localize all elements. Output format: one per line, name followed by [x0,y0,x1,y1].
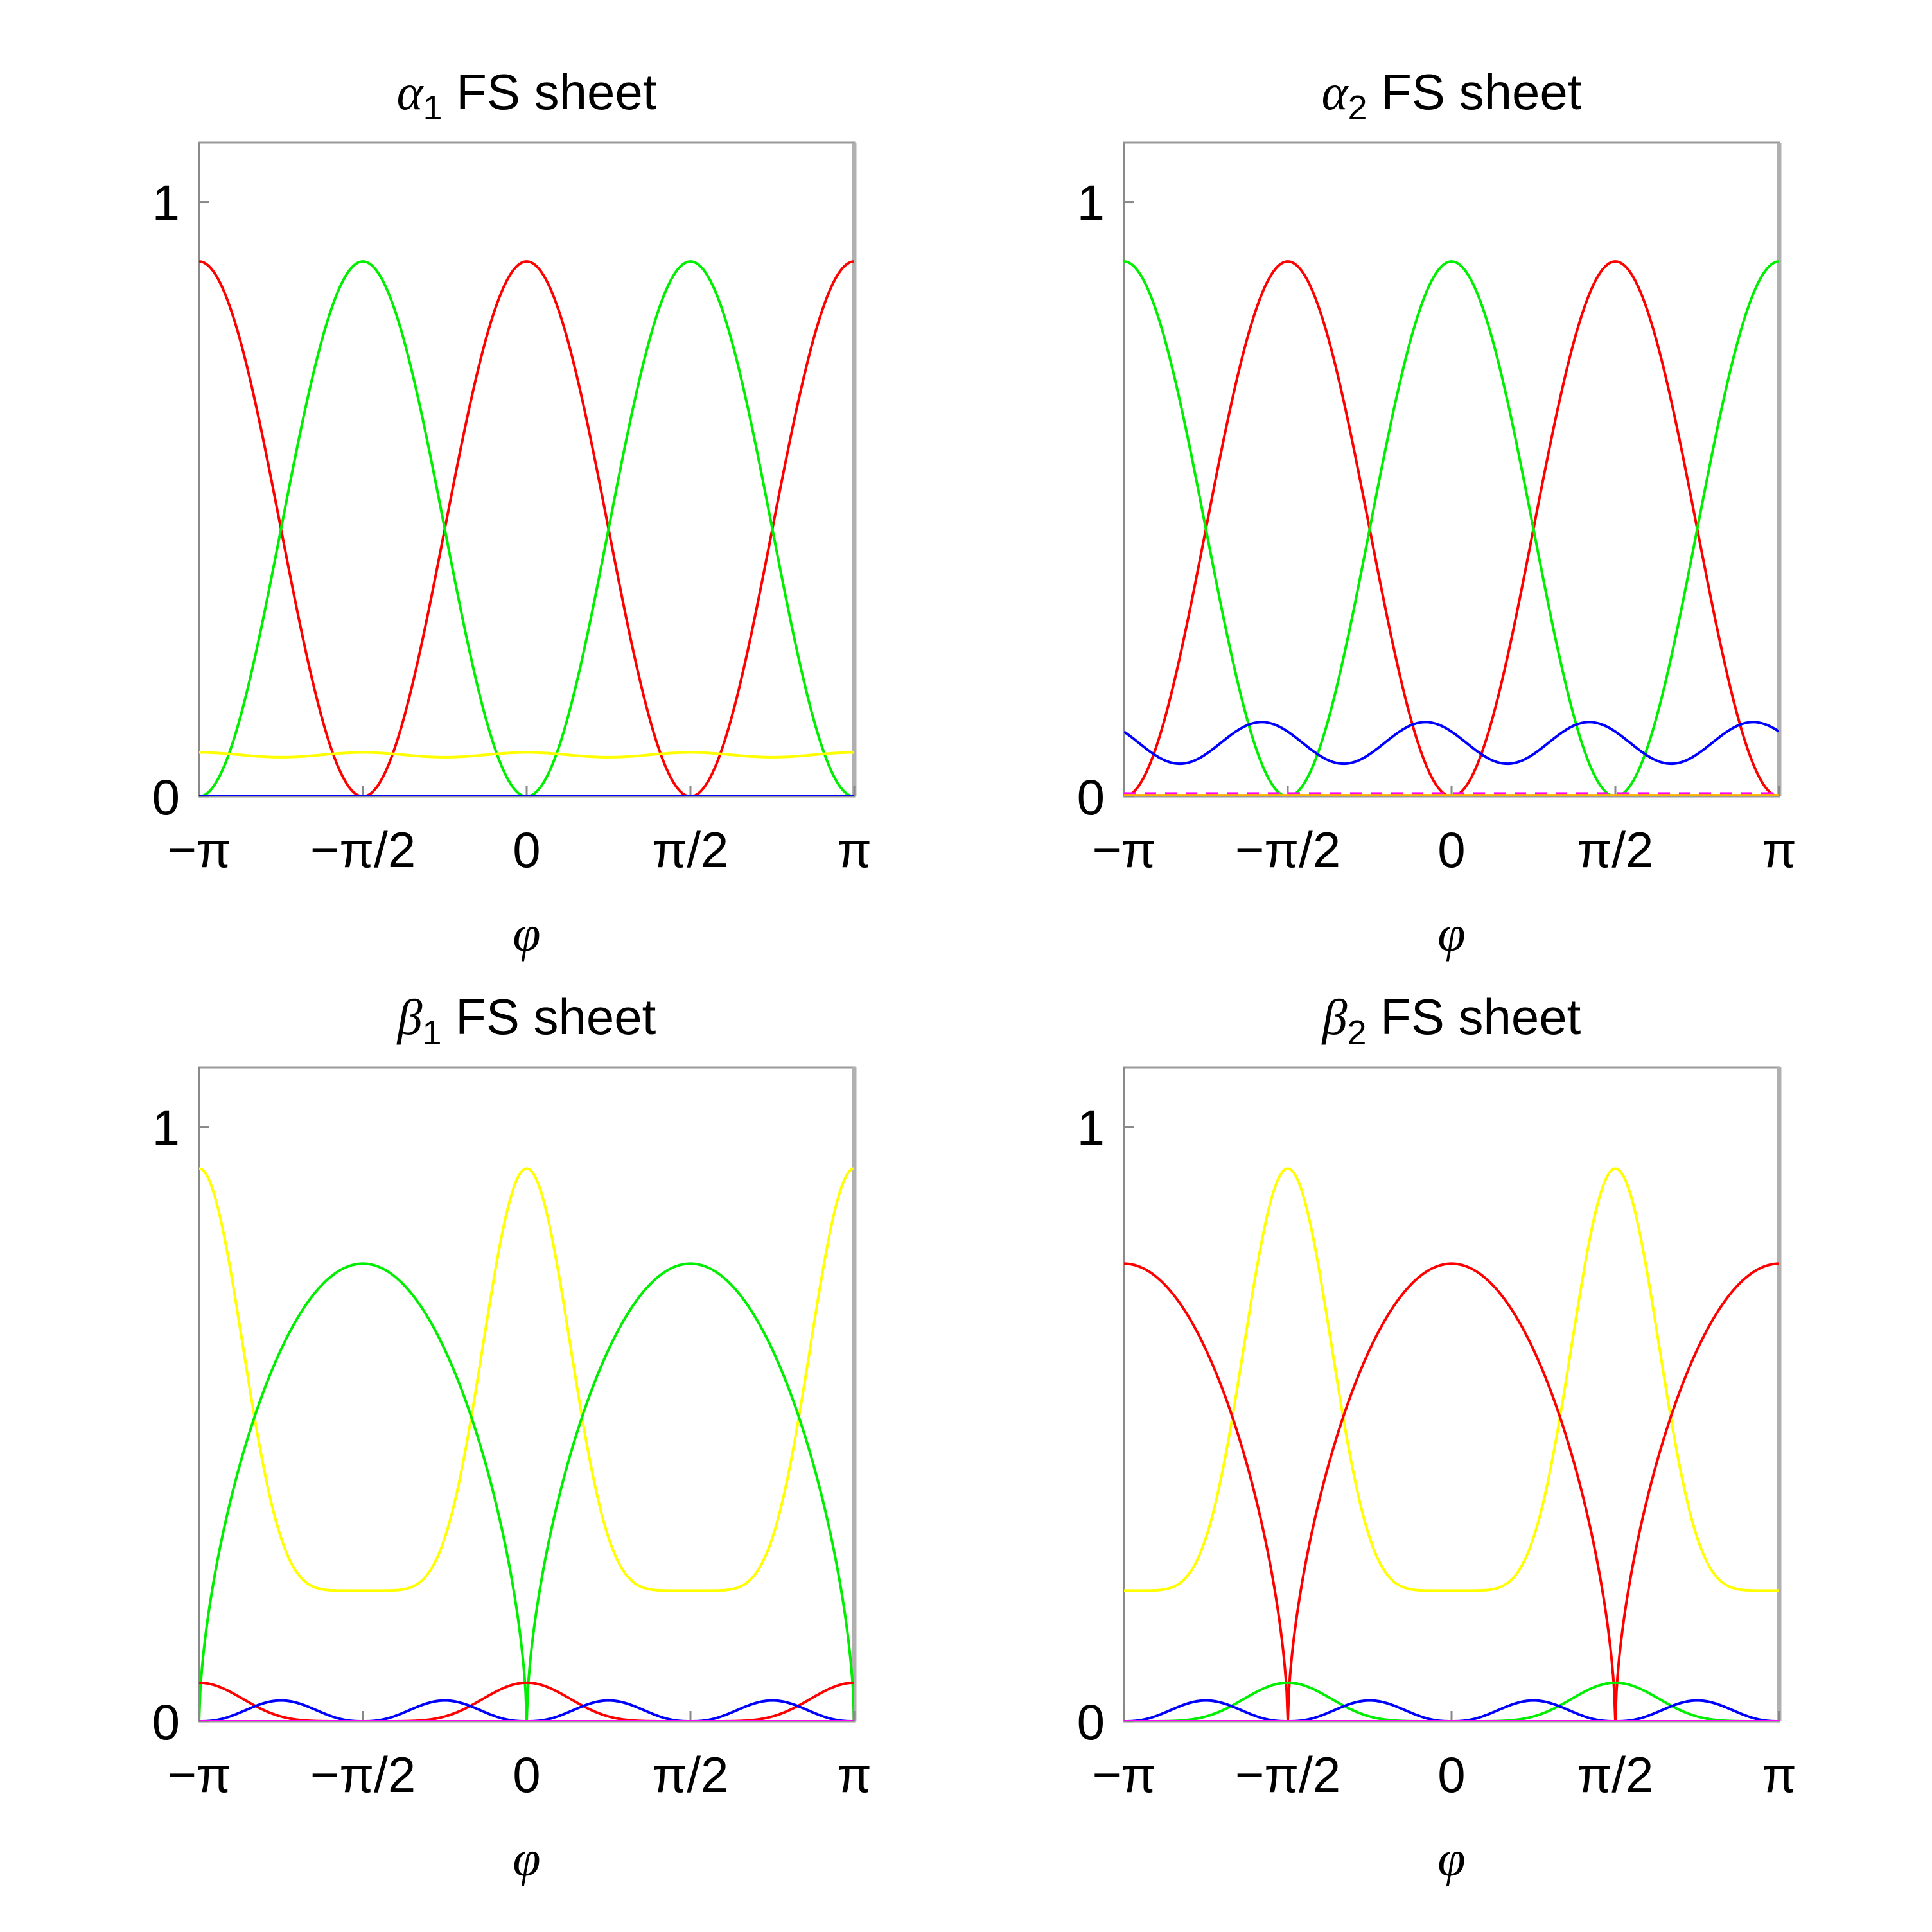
x-axis-label: φ [513,1831,540,1886]
x-tick-label: π/2 [1577,1746,1654,1803]
series-line-2 [199,260,854,796]
chart-panel-4: 0 1 −π −π/2 0 π/2 π φ β2 FS sheet [1077,988,1796,1886]
x-axis-label: φ [1437,1831,1465,1886]
panel-title: α1 FS sheet [397,64,657,127]
x-tick-label: π [837,1746,872,1803]
chart-panel-2: 0 1 −π −π/2 0 π/2 π φ α2 FS sheet [1077,64,1796,962]
x-tick-label: π [1762,1746,1796,1803]
x-tick-label: −π/2 [1235,1746,1340,1803]
panel-title: α2 FS sheet [1322,64,1582,127]
series-group [199,1167,854,1721]
x-tick-label: 0 [1437,1746,1465,1803]
x-tick-label: π/2 [653,1746,729,1803]
y-tick-label: 0 [152,1694,180,1750]
x-tick-label: −π/2 [310,821,416,878]
x-tick-label: −π/2 [310,1746,416,1803]
x-tick-label: π [1762,821,1796,878]
y-tick-label: 1 [152,1100,180,1156]
series-group [1124,260,1779,796]
x-tick-label: −π [1092,1746,1155,1803]
panel-title: β2 FS sheet [1321,988,1581,1052]
series-line-4 [1124,1699,1779,1721]
series-line-2 [199,1262,854,1721]
x-tick-label: π/2 [653,821,729,878]
x-tick-label: −π [1092,821,1155,878]
y-tick-label: 1 [152,175,180,231]
series-line-2 [1124,1262,1779,1721]
series-line-1 [199,1167,854,1592]
series-line-2 [1124,260,1779,796]
series-line-3 [1124,721,1779,766]
series-group [199,260,854,796]
chart-panel-1: 0 1 −π −π/2 0 π/2 π φ α1 FS sheet [152,64,872,962]
x-tick-label: −π/2 [1235,821,1340,878]
y-tick-label: 0 [1077,769,1105,825]
y-tick-label: 0 [152,769,180,825]
series-group [1124,1167,1779,1721]
series-line-3 [1124,1681,1779,1721]
panel-title: β1 FS sheet [396,988,656,1052]
x-axis-label: φ [1437,906,1465,962]
y-tick-label: 1 [1077,1100,1105,1156]
x-tick-label: −π [167,1746,231,1803]
x-tick-label: −π [167,821,231,878]
panels: 0 1 −π −π/2 0 π/2 π φ α1 FS sheet 0 1 −π −π/2 0 π/2 π φ α… [152,64,1796,1886]
series-line-3 [199,751,854,759]
y-tick-label: 0 [1077,1694,1105,1750]
x-tick-label: 0 [513,1746,540,1803]
y-tick-label: 1 [1077,175,1105,231]
x-tick-label: π [837,821,872,878]
series-line-1 [1124,1167,1779,1592]
x-axis-label: φ [513,906,540,962]
x-tick-label: 0 [513,821,540,878]
x-tick-label: 0 [1437,821,1465,878]
chart-panel-3: 0 1 −π −π/2 0 π/2 π φ β1 FS sheet [152,988,872,1886]
series-line-4 [199,1699,854,1721]
series-line-1 [199,260,854,796]
x-tick-label: π/2 [1577,821,1654,878]
series-line-1 [1124,260,1779,796]
